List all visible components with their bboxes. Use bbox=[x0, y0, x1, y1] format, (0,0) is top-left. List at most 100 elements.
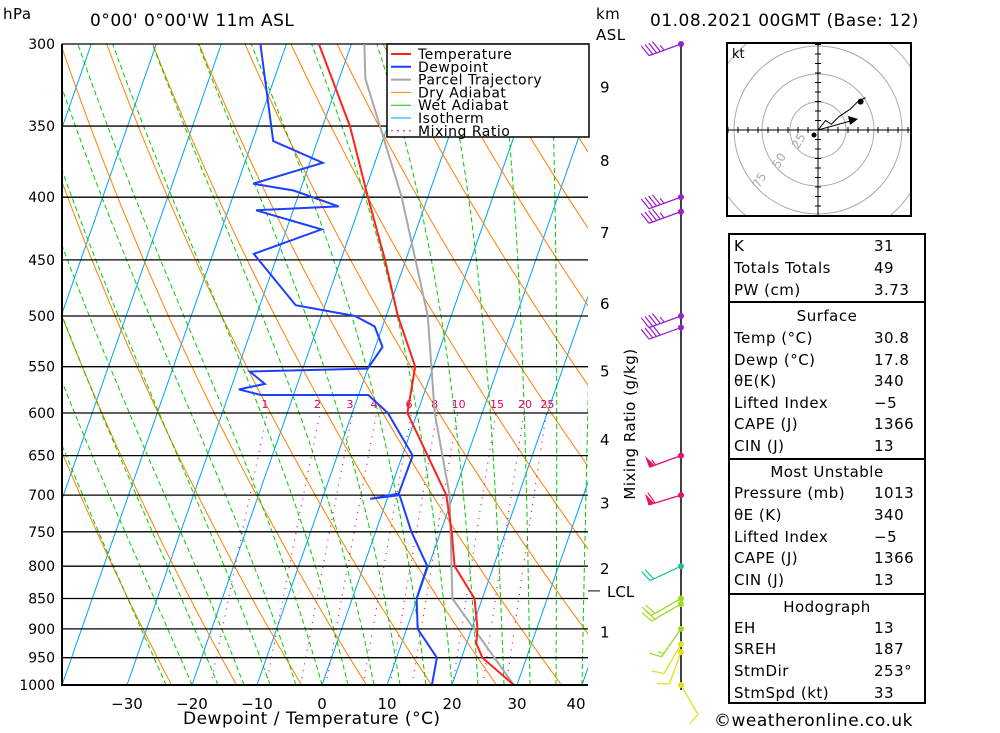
wind-barb-feather bbox=[651, 670, 665, 675]
height-km-label: 4 bbox=[600, 431, 610, 449]
wind-barb-staff bbox=[663, 643, 682, 674]
hodograph-ring-label: 25 bbox=[789, 131, 809, 151]
wind-barb-feather bbox=[640, 198, 650, 210]
hodo-label: SREH bbox=[734, 640, 777, 658]
wind-barb-feather bbox=[641, 570, 651, 581]
wind-barb-feather bbox=[644, 197, 654, 208]
hodo-label: StmDir bbox=[734, 662, 789, 680]
surface-value: −5 bbox=[874, 394, 898, 412]
wind-barb-staff bbox=[668, 651, 682, 685]
wind-barb-feather bbox=[651, 324, 661, 336]
isotherm-line bbox=[516, 480, 588, 685]
mixing-ratio-line bbox=[389, 412, 438, 685]
legend-label: Wet Adiabat bbox=[418, 98, 509, 114]
pressure-tick-label: 350 bbox=[28, 119, 55, 135]
hodograph-unit-label: kt bbox=[732, 47, 745, 62]
mu-label: θE (K) bbox=[734, 506, 782, 524]
storm-motion-vector bbox=[817, 119, 855, 131]
wind-barb-pennant bbox=[644, 456, 655, 468]
temperature-line bbox=[317, 44, 515, 685]
wind-barb-staff bbox=[648, 43, 682, 57]
surface-value: 17.8 bbox=[874, 351, 910, 369]
isotherm-line bbox=[62, 44, 157, 316]
hodograph-top-marker bbox=[857, 98, 864, 105]
isotherm-line bbox=[126, 44, 352, 685]
pressure-tick-label: 750 bbox=[28, 525, 55, 541]
hodo-value: 33 bbox=[874, 684, 895, 702]
temperature-tick-label: 30 bbox=[507, 695, 526, 713]
surface-table: Surface Temp (°C) 30.8 Dewp (°C) 17.8 θE(K… bbox=[728, 301, 926, 460]
mixing-ratio-label: 15 bbox=[490, 398, 504, 411]
wind-barb-pennant bbox=[644, 493, 655, 506]
mu-value: −5 bbox=[874, 528, 898, 546]
wind-barb-feather bbox=[648, 326, 658, 337]
hodo-value: 13 bbox=[874, 619, 895, 637]
wind-barb-feather bbox=[645, 604, 656, 614]
mu-value: 340 bbox=[874, 506, 905, 524]
pressure-tick-label: 550 bbox=[28, 360, 55, 376]
pressure-tick-label: 450 bbox=[28, 253, 55, 269]
credit-link[interactable]: ©weatheronline.co.uk bbox=[714, 711, 914, 731]
dry-adiabat-line bbox=[198, 44, 562, 685]
plot-frame bbox=[61, 44, 588, 686]
index-value: 49 bbox=[874, 259, 895, 277]
pressure-unit-label: hPa bbox=[3, 5, 32, 23]
surface-value: 1366 bbox=[874, 415, 915, 433]
surface-label: CAPE (J) bbox=[734, 415, 799, 433]
mixing-ratio-line bbox=[300, 412, 354, 685]
dry-adiabat-line bbox=[982, 44, 1000, 685]
surface-label: Temp (°C) bbox=[734, 329, 813, 347]
wind-barb-feather bbox=[651, 313, 661, 324]
wind-barb-feather bbox=[645, 610, 656, 620]
wind-barb-feather bbox=[651, 41, 661, 52]
surface-label: θE(K) bbox=[734, 372, 777, 390]
storm-motion-arrowhead bbox=[848, 116, 858, 125]
isotherm-line bbox=[256, 44, 482, 685]
mixing-ratio-label: 25 bbox=[540, 398, 554, 411]
isotherm-line bbox=[451, 295, 588, 685]
mu-value: 13 bbox=[874, 571, 895, 589]
wind-barb-staff bbox=[648, 210, 682, 224]
dry-adiabat-line bbox=[936, 44, 1000, 685]
profile-curves bbox=[238, 44, 515, 685]
wind-barb-staff bbox=[651, 603, 682, 622]
wind-barbs bbox=[640, 41, 699, 725]
location-label: 0°00' 0°00'W 11m ASL bbox=[90, 11, 295, 31]
hodograph-ring-label: 50 bbox=[769, 150, 789, 170]
index-value: 31 bbox=[874, 237, 895, 255]
wind-barb-staff bbox=[648, 196, 682, 210]
height-km-label: 6 bbox=[600, 295, 610, 313]
wind-barb-staff bbox=[660, 628, 682, 658]
mu-label: Lifted Index bbox=[734, 528, 829, 546]
temperature-tick-label: −30 bbox=[111, 695, 143, 713]
wet-adiabat-line bbox=[62, 443, 167, 685]
isotherm-line bbox=[62, 44, 287, 685]
most-unstable-table: Most Unstable Pressure (mb) 1013 θE (K) 34… bbox=[728, 458, 926, 595]
pressure-tick-label: 650 bbox=[28, 449, 55, 465]
mu-label: CAPE (J) bbox=[734, 549, 799, 567]
wet-adiabat-line bbox=[499, 44, 531, 685]
legend-label: Isotherm bbox=[418, 111, 484, 127]
pressure-tick-label: 1000 bbox=[19, 678, 55, 694]
isotherm-line bbox=[321, 44, 547, 685]
wind-barb-feather bbox=[644, 211, 654, 223]
wet-adiabat-line bbox=[376, 44, 479, 685]
indices-table: K 31 Totals Totals 49 PW (cm) 3.73 bbox=[728, 233, 926, 303]
pressure-tick-label: 900 bbox=[28, 622, 55, 638]
hodograph-table: Hodograph EH 13 SREH 187 StmDir 253° StmSpd… bbox=[728, 593, 926, 704]
wind-barb-half-feather bbox=[659, 212, 665, 219]
surface-label: Dewp (°C) bbox=[734, 351, 816, 369]
pressure-tick-label: 800 bbox=[28, 559, 55, 575]
wet-adiabat-line bbox=[549, 44, 558, 685]
index-label: K bbox=[734, 237, 745, 255]
hodo-value: 187 bbox=[874, 640, 905, 658]
mixing-ratio-label: 4 bbox=[370, 398, 377, 411]
mixing-ratio-line bbox=[505, 412, 547, 685]
wind-barb-half-feather bbox=[657, 651, 664, 655]
height-ref-label: ASL bbox=[596, 26, 626, 44]
pressure-tick-label: 600 bbox=[28, 406, 55, 422]
legend-label: Parcel Trajectory bbox=[418, 73, 542, 89]
wind-barb-staff bbox=[648, 455, 682, 468]
